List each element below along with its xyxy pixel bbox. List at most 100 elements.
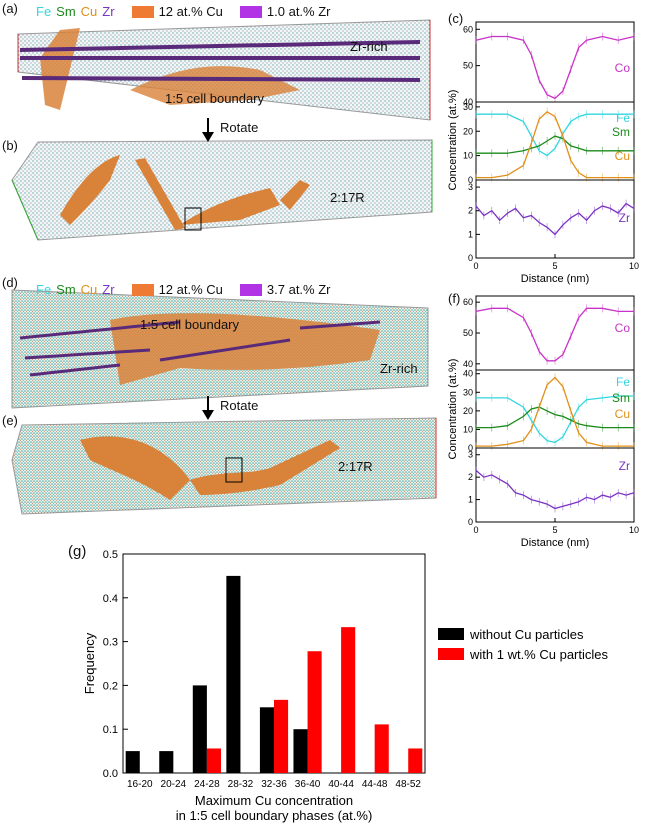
- y-tick-label: 1: [468, 229, 473, 239]
- legend-top-fe: Fe: [36, 4, 52, 19]
- x-tick-label: 10: [629, 261, 639, 271]
- series-line-fe: [476, 395, 634, 444]
- x-tick-label: 24-28: [194, 779, 220, 790]
- panel-label-g: (g): [68, 543, 87, 560]
- bar-with-cu-48-52: [408, 748, 423, 773]
- tomography-illustrations: [11, 19, 437, 515]
- y-tick-label: 10: [463, 151, 473, 161]
- x-tick-label: 10: [629, 525, 639, 535]
- bar-without-cu-16-20: [125, 751, 140, 773]
- x-tick-label: 16-20: [127, 779, 153, 790]
- rotate-arrowhead-2: [202, 410, 214, 420]
- bar-without-cu-20-24: [159, 751, 174, 773]
- legend-label-without-cu: without Cu particles: [469, 627, 584, 642]
- annotation-e-phase: 2:17R: [338, 459, 373, 474]
- y-tick-label: 0: [468, 253, 473, 263]
- panel-label-c: (c): [448, 11, 464, 26]
- y-tick-label: 0.1: [103, 724, 118, 736]
- series-label-fe: Fe: [616, 111, 630, 125]
- legend-top: Fe Sm Cu Zr 12 at.% Cu 1.0 at.% Zr: [36, 4, 330, 19]
- y-tick-label: 30: [463, 102, 473, 112]
- legend-top-sm: Sm: [56, 4, 76, 19]
- panel-label-d: (d): [2, 275, 18, 290]
- y-tick-label: 0: [468, 175, 473, 185]
- y-axis-label: Concentration (at.%): [447, 90, 459, 191]
- legend-label-with-cu: with 1 wt.% Cu particles: [469, 647, 608, 662]
- legend-top-iso-cu: 12 at.% Cu: [158, 4, 223, 19]
- x-tick-label: 40-44: [328, 779, 354, 790]
- y-tick-label: 0.4: [103, 593, 118, 605]
- x-axis-label: Distance (nm): [521, 537, 589, 549]
- y-tick-label: 0: [468, 517, 473, 527]
- bar-without-cu-36-40: [293, 729, 308, 773]
- x-tick-label: 20-24: [161, 779, 187, 790]
- annotation-a-zr-rich: Zr-rich: [350, 39, 388, 54]
- y-tick-label: 0: [468, 443, 473, 453]
- y-tick-label: 50: [463, 328, 473, 338]
- legend-mid: Fe Sm Cu Zr 12 at.% Cu 3.7 at.% Zr: [36, 282, 330, 297]
- tomogram-d: [11, 289, 429, 409]
- legend-mid-fe: Fe: [36, 282, 52, 297]
- tomogram-e: [11, 417, 437, 515]
- x-tick-label: 48-52: [395, 779, 421, 790]
- legend-mid-zr: Zr: [102, 282, 115, 297]
- legend-mid-cu-swatch: [131, 283, 154, 296]
- y-tick-label: 0.3: [103, 637, 118, 649]
- annotation-rotate-1: Rotate: [220, 120, 259, 135]
- y-tick-label: 0.0: [103, 768, 118, 780]
- bar-with-cu-36-40: [307, 651, 322, 773]
- annotation-d-boundary: 1:5 cell boundary: [140, 317, 240, 332]
- y-tick-label: 60: [463, 24, 473, 34]
- y-tick-label: 2: [468, 472, 473, 482]
- legend-top-zr: Zr: [102, 4, 115, 19]
- x-axis-label: Maximum Cu concentration: [195, 793, 353, 808]
- legend-top-cu: Cu: [80, 4, 98, 19]
- x-axis-label: Distance (nm): [521, 273, 589, 285]
- bar-chart-g: 0.0 0.1 0.2 0.3 0.4 0.5 16-20 20-24 24-28 28-32 32…: [82, 549, 608, 823]
- panel-label-a: (a): [2, 1, 18, 16]
- bar-with-cu-32-36: [274, 699, 289, 773]
- y-tick-label: 2: [468, 206, 473, 216]
- x-tick-label: 5: [552, 525, 557, 535]
- annotation-a-boundary: 1:5 cell boundary: [165, 91, 265, 106]
- subplot-frame: [475, 21, 635, 103]
- y-tick-label: 0.2: [103, 680, 118, 692]
- series-label-zr: Zr: [619, 459, 630, 473]
- y-tick-label: 0.5: [103, 549, 118, 561]
- series-label-sm: Sm: [612, 125, 630, 139]
- annotation-rotate-2: Rotate: [220, 398, 259, 413]
- y-tick-label: 3: [468, 450, 473, 460]
- series-label-cu: Cu: [615, 149, 630, 163]
- y-tick-label: 40: [463, 359, 473, 369]
- panel-label-f: (f): [448, 291, 461, 306]
- legend-top-zr-swatch: [239, 5, 262, 18]
- x-axis-label-line2: in 1:5 cell boundary phases (at.%): [176, 808, 373, 823]
- legend-mid-sm: Sm: [56, 282, 76, 297]
- legend-mid-iso-zr: 3.7 at.% Zr: [266, 282, 331, 297]
- y-axis-label: Frequency: [82, 632, 97, 694]
- legend-swatch-without-cu: [438, 628, 464, 640]
- rotate-arrowhead-1: [202, 132, 214, 142]
- bar-without-cu-24-28: [192, 685, 207, 773]
- x-tick-label: 0: [473, 525, 478, 535]
- legend-mid-cu: Cu: [80, 282, 98, 297]
- series-label-sm: Sm: [612, 391, 630, 405]
- y-tick-label: 40: [463, 369, 473, 379]
- y-tick-label: 20: [463, 126, 473, 136]
- legend-mid-zr-swatch: [239, 283, 262, 296]
- y-tick-label: 3: [468, 182, 473, 192]
- x-tick-label: 0: [473, 261, 478, 271]
- bar-with-cu-24-28: [206, 748, 221, 773]
- y-tick-label: 40: [463, 97, 473, 107]
- annotation-d-zr-rich: Zr-rich: [380, 361, 418, 376]
- legend-top-cu-swatch: [131, 5, 154, 18]
- y-tick-label: 10: [463, 424, 473, 434]
- bar-with-cu-44-48: [374, 724, 389, 773]
- x-tick-label: 5: [552, 261, 557, 271]
- x-tick-label: 36-40: [295, 779, 321, 790]
- subplot-frame: [475, 369, 635, 449]
- x-tick-label: 32-36: [261, 779, 287, 790]
- x-tick-label: 44-48: [362, 779, 388, 790]
- series-label-fe: Fe: [616, 375, 630, 389]
